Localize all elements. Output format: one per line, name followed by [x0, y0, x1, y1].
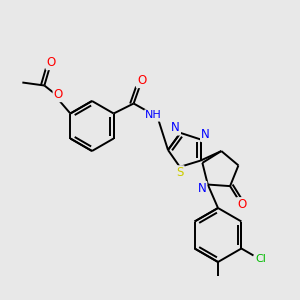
- Text: O: O: [47, 56, 56, 69]
- Text: NH: NH: [145, 110, 162, 121]
- Text: S: S: [176, 167, 184, 179]
- Text: N: N: [197, 182, 206, 195]
- Text: N: N: [201, 128, 210, 141]
- Text: O: O: [237, 198, 246, 211]
- Text: Cl: Cl: [255, 254, 266, 265]
- Text: N: N: [171, 122, 180, 134]
- Text: O: O: [54, 88, 63, 101]
- Text: O: O: [137, 74, 146, 87]
